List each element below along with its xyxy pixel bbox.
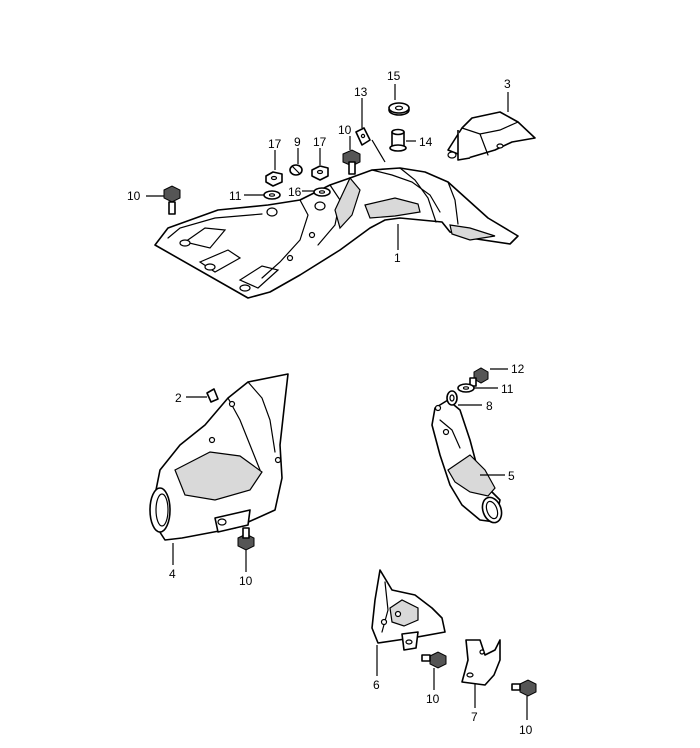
part-3-bracket xyxy=(447,111,536,161)
callout-13: 13 xyxy=(354,85,368,99)
callout-8: 8 xyxy=(486,399,493,413)
callout-10-bottom-2: 10 xyxy=(519,723,533,737)
part-4-left-air-duct xyxy=(149,373,289,541)
part-8-washer xyxy=(446,390,458,406)
part-10-bolt-bottom-2 xyxy=(511,679,537,697)
part-5-curved-air-duct xyxy=(431,399,503,524)
callout-14: 14 xyxy=(419,135,433,149)
part-15-washer xyxy=(388,102,410,116)
leader-lines xyxy=(146,84,528,720)
part-16-washer xyxy=(313,187,331,197)
part-10-bolt-top xyxy=(342,149,361,175)
callout-7: 7 xyxy=(471,710,478,724)
part-6-plate-bracket xyxy=(371,569,446,651)
callout-4: 4 xyxy=(169,567,176,581)
callout-15: 15 xyxy=(387,69,401,83)
part-10-bolt-left xyxy=(163,185,181,215)
part-11-washer-right xyxy=(457,383,475,393)
callout-9: 9 xyxy=(294,135,301,149)
callout-3: 3 xyxy=(504,77,511,91)
part-7-small-bracket xyxy=(461,639,501,686)
callout-10-bottom-1: 10 xyxy=(426,692,440,706)
part-17-nut-right xyxy=(311,165,329,181)
callout-11-top: 11 xyxy=(229,189,242,203)
part-17-nut-left xyxy=(265,171,283,187)
callout-16: 16 xyxy=(288,185,302,199)
callout-5: 5 xyxy=(508,469,515,483)
callout-17-right: 17 xyxy=(313,135,327,149)
callout-labels: 15 3 13 10 14 17 9 17 10 11 16 1 12 11 8… xyxy=(127,69,533,737)
callout-1: 1 xyxy=(394,251,401,265)
callout-10-top: 10 xyxy=(338,123,352,137)
callout-10-mid: 10 xyxy=(239,574,253,588)
callout-10-left: 10 xyxy=(127,189,141,203)
part-14-spacer-sleeve xyxy=(389,128,407,152)
part-13-clip xyxy=(355,127,371,146)
part-1-air-guide-housing xyxy=(154,167,519,299)
part-2-clip xyxy=(206,388,219,403)
callout-6: 6 xyxy=(373,678,380,692)
callout-11-right: 11 xyxy=(501,382,514,396)
part-9-grommet xyxy=(289,164,303,176)
callout-2: 2 xyxy=(175,391,182,405)
part-11-washer-top xyxy=(263,190,281,200)
part-10-bolt-bottom-1 xyxy=(421,651,447,669)
part-12-bolt xyxy=(469,367,489,387)
part-10-bolt-mid xyxy=(237,527,255,551)
callout-12: 12 xyxy=(511,362,525,376)
callout-17-left: 17 xyxy=(268,137,282,151)
